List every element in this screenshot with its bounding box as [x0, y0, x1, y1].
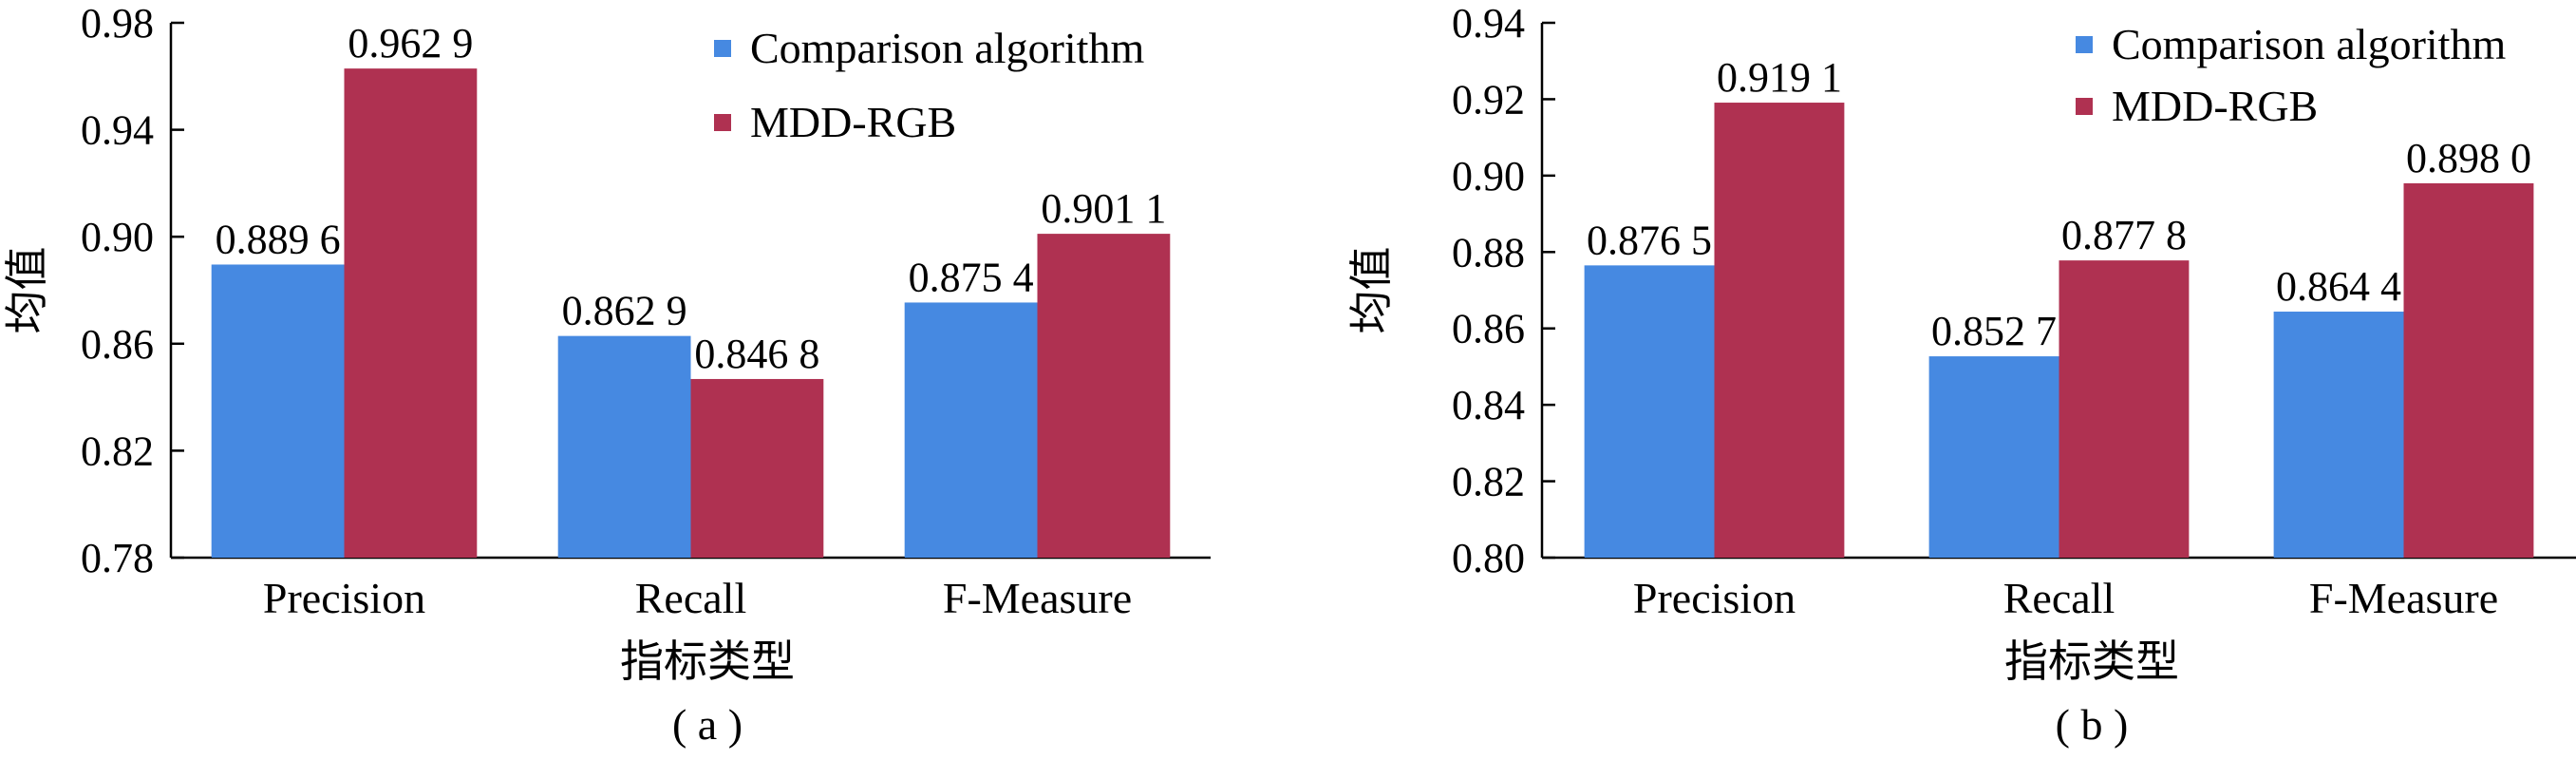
data-label: 0.864 4	[2276, 263, 2401, 310]
y-tick-label: 0.90	[81, 214, 154, 260]
legend-label: MDD-RGB	[2112, 82, 2318, 130]
y-tick-label: 0.82	[81, 428, 154, 474]
bar-mdd-rgb-f-measure	[1037, 234, 1171, 558]
y-axis-title: 均值	[1, 247, 52, 334]
data-label: 0.875 4	[909, 254, 1034, 300]
y-tick-label: 0.98	[81, 0, 154, 47]
y-tick-label: 0.82	[1452, 459, 1525, 505]
x-category-label: F-Measure	[2309, 574, 2498, 622]
panel-caption: ( b )	[2056, 700, 2129, 749]
bar-mdd-rgb-f-measure	[2403, 182, 2534, 558]
y-tick-label: 0.94	[81, 107, 154, 154]
chart-panel-b: 0.80 0.82 0.84 0.86 0.88 0.90 0.92 0.94 0.876 5 0…	[1345, 0, 2576, 749]
x-category-label: F-Measure	[943, 574, 1132, 622]
data-label: 0.898 0	[2406, 135, 2531, 181]
data-label: 0.889 6	[216, 216, 341, 262]
bar-comparison-recall	[557, 335, 691, 558]
bar-comparison-f-measure	[2273, 312, 2404, 558]
legend-label: Comparison algorithm	[750, 24, 1144, 72]
bar-mdd-rgb-recall	[690, 378, 824, 558]
y-axis-title: 均值	[1345, 247, 1397, 334]
data-label: 0.846 8	[694, 331, 819, 377]
y-tick-label: 0.90	[1452, 153, 1525, 200]
x-category-label: Precision	[1633, 574, 1796, 622]
y-tick-label: 0.94	[1452, 0, 1525, 47]
x-category-label: Recall	[2003, 574, 2115, 622]
bar-mdd-rgb-precision	[344, 68, 478, 559]
legend-swatch	[2076, 98, 2093, 115]
bar-comparison-precision	[211, 264, 345, 558]
bar-comparison-f-measure	[904, 302, 1038, 558]
chart-panel-a: 0.78 0.82 0.86 0.90 0.94 0.98 0.889 6 0.962 9 Pr…	[1, 0, 1211, 749]
legend-label: Comparison algorithm	[2112, 20, 2506, 68]
y-tick-label: 0.80	[1452, 535, 1525, 581]
legend-swatch	[714, 40, 731, 57]
y-tick-label: 0.86	[81, 321, 154, 368]
x-axis-title: 指标类型	[620, 636, 795, 687]
bar-mdd-rgb-recall	[2059, 260, 2190, 558]
y-tick-label: 0.78	[81, 535, 154, 581]
data-label: 0.876 5	[1587, 217, 1712, 263]
y-tick-label: 0.84	[1452, 382, 1525, 428]
y-tick-label: 0.92	[1452, 76, 1525, 123]
bar-comparison-precision	[1584, 265, 1715, 558]
x-axis-title: 指标类型	[2004, 636, 2179, 687]
data-label: 0.852 7	[1931, 308, 2057, 354]
y-tick-label: 0.86	[1452, 306, 1525, 352]
data-label: 0.862 9	[562, 288, 687, 334]
bar-comparison-recall	[1928, 356, 2059, 558]
data-label: 0.962 9	[348, 20, 473, 66]
x-category-label: Recall	[635, 574, 747, 622]
legend-swatch	[714, 114, 731, 131]
data-label: 0.901 1	[1041, 185, 1166, 232]
y-tick-label: 0.88	[1452, 229, 1525, 276]
panel-caption: ( a )	[672, 700, 743, 749]
legend-swatch	[2076, 36, 2093, 53]
data-label: 0.919 1	[1717, 54, 1842, 101]
x-category-label: Precision	[263, 574, 425, 622]
bar-mdd-rgb-precision	[1714, 103, 1845, 559]
legend-label: MDD-RGB	[750, 98, 956, 146]
data-label: 0.877 8	[2061, 212, 2187, 258]
